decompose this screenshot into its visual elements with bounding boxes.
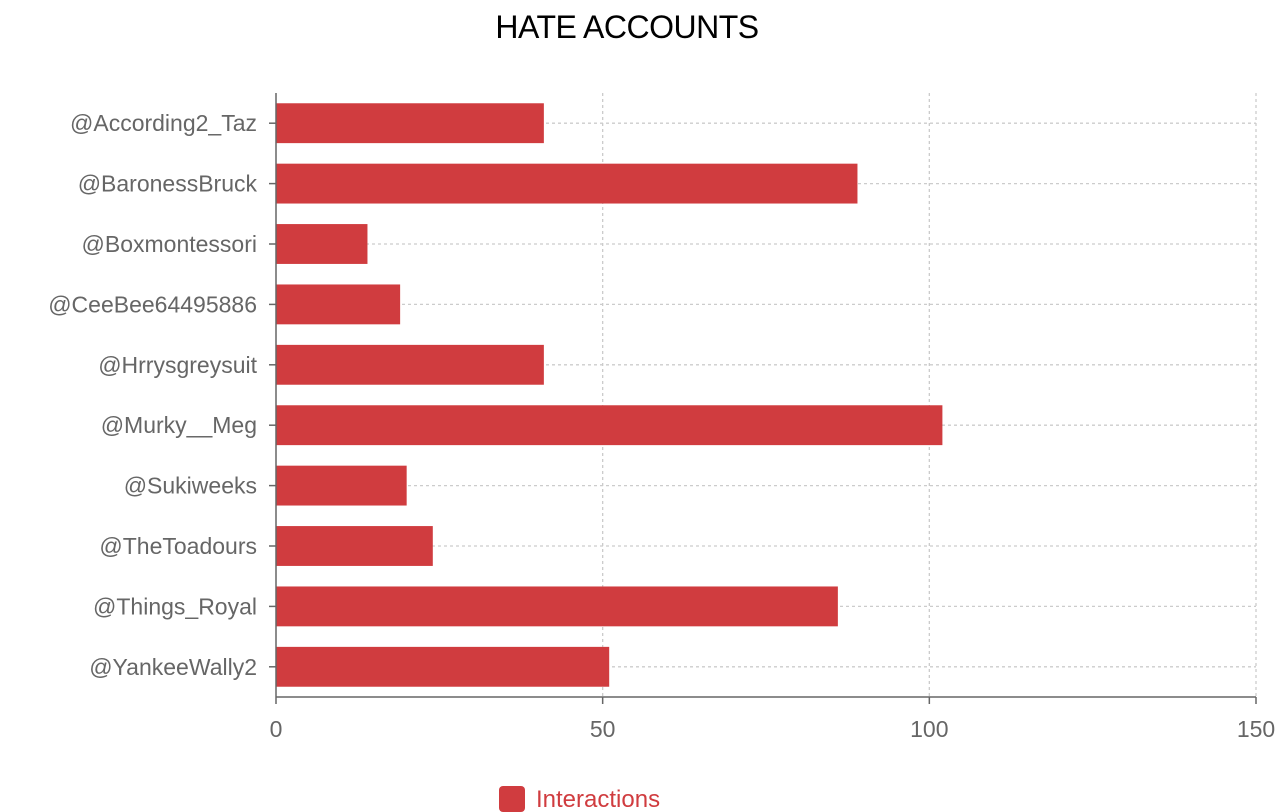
bars [276, 103, 943, 687]
category-labels: @According2_Taz @BaronessBruck @Boxmontess… [48, 110, 257, 680]
category-label-8: @Things_Royal [93, 593, 257, 619]
bar-boxmontessori[interactable] [276, 224, 368, 264]
axes [269, 93, 1257, 704]
x-tick-labels: 0 50 100 150 [270, 716, 1275, 742]
legend[interactable]: Interactions [499, 786, 660, 812]
x-tick-label-2: 100 [910, 716, 948, 742]
legend-label-interactions[interactable]: Interactions [536, 786, 660, 812]
bar-hrrysgreysuit[interactable] [276, 344, 544, 385]
chart-title: HATE ACCOUNTS [495, 9, 758, 45]
category-label-6: @Sukiweeks [124, 473, 257, 499]
category-label-2: @Boxmontessori [82, 231, 257, 257]
x-tick-label-1: 50 [590, 716, 616, 742]
category-label-5: @Murky__Meg [101, 412, 257, 438]
category-label-1: @BaronessBruck [78, 171, 258, 197]
bar-yankeewally2[interactable] [276, 646, 610, 687]
bar-murky__meg[interactable] [276, 405, 943, 446]
category-label-9: @YankeeWally2 [89, 654, 257, 680]
bar-baronessbruck[interactable] [276, 163, 858, 204]
category-label-3: @CeeBee64495886 [48, 291, 257, 317]
bar-according2_taz[interactable] [276, 103, 544, 144]
bar-sukiweeks[interactable] [276, 465, 407, 506]
bar-things_royal[interactable] [276, 586, 838, 627]
category-label-0: @According2_Taz [70, 110, 257, 136]
legend-swatch-interactions[interactable] [499, 786, 525, 812]
x-tick-label-0: 0 [270, 716, 283, 742]
category-label-7: @TheToadours [99, 533, 257, 559]
bar-thetoadours[interactable] [276, 526, 433, 566]
x-tick-label-3: 150 [1237, 716, 1275, 742]
category-label-4: @Hrrysgreysuit [98, 352, 257, 378]
bar-ceebee64495886[interactable] [276, 284, 401, 325]
